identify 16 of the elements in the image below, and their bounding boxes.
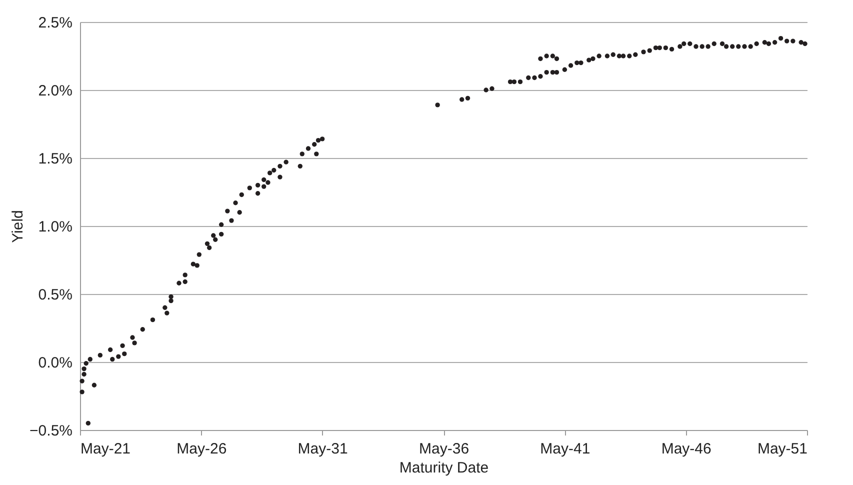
x-tick-label: May-51 [757,440,808,458]
x-tick-label: May-21 [80,440,131,458]
y-tick-label: 0.0% [38,354,72,372]
y-axis-title: Yield [10,210,27,243]
x-tick-label: May-41 [540,440,590,458]
x-tick-label: May-26 [176,440,227,458]
x-tick-label: May-36 [419,440,470,458]
y-tick-label: 1.0% [38,218,72,236]
y-tick-label: −0.5% [30,422,72,440]
x-axis-title: Maturity Date [399,460,489,476]
x-tick-label: May-31 [298,440,348,458]
y-tick-label: 1.5% [38,150,72,168]
y-tick-label: 2.5% [38,14,72,32]
y-tick-label: 0.5% [38,286,72,304]
y-tick-label: 2.0% [38,82,72,100]
x-tick-label: May-46 [661,440,712,458]
